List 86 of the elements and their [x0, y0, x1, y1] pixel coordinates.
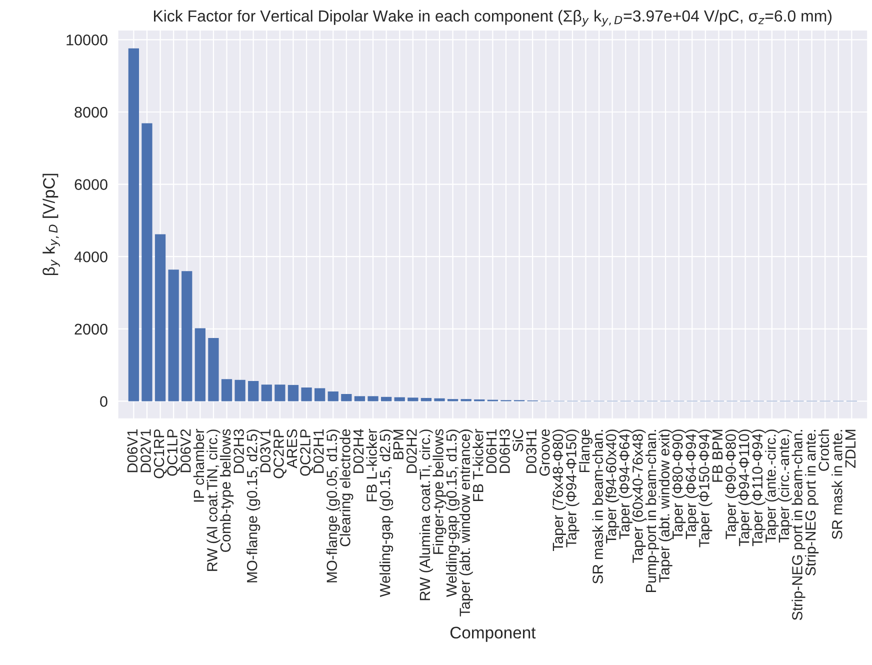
x-tick-label: Taper (Φ150-Φ94) [698, 430, 712, 548]
x-tick-label: Taper (Φ90-Φ80) [725, 430, 739, 540]
bar [208, 338, 219, 402]
x-tick-label: D06H3 [500, 429, 510, 473]
bar [301, 387, 312, 402]
x-tick-label: D02H3 [234, 429, 244, 473]
x-tick-label: Strip-NEG port in beam-chan. [792, 430, 806, 620]
bar [168, 270, 179, 402]
x-tick-label: D03H1 [526, 429, 536, 473]
bar [248, 380, 259, 402]
x-tick-label: Pump-port in beam-chan. [645, 430, 660, 592]
x-tick-label: RW (Alumina coat.Ti, circ.) [419, 430, 433, 600]
x-tick-label: Taper (Φ94-Φ110) [738, 430, 752, 546]
bar [154, 234, 166, 402]
x-tick-label: Taper (76x48-Φ80) [552, 430, 566, 552]
x-tick-label: D02V1 [140, 429, 151, 472]
x-tick-label: QC2LP [300, 429, 314, 476]
bar [261, 384, 272, 402]
x-tick-label: FB T-kicker [472, 428, 484, 501]
y-tick-label: 10000 [66, 34, 108, 46]
y-tick-label: 2000 [74, 324, 108, 335]
x-tick-label: Crotch [818, 430, 830, 471]
x-tick-label: D06V2 [180, 429, 191, 472]
x-tick-label: Taper (abt. window entrance) [459, 430, 473, 616]
bar [420, 398, 432, 402]
x-tick-label: Taper (Φ64-Φ94) [685, 430, 699, 540]
bar [142, 123, 152, 402]
x-tick-label: SiC [512, 429, 524, 452]
x-tick-label: Welding-gap (g0.15, d2.5) [380, 430, 394, 597]
x-tick-label: Taper (Φ110-Φ94) [752, 430, 766, 546]
bar [194, 328, 206, 402]
bar [380, 396, 392, 402]
x-tick-label: D06V1 [127, 429, 138, 472]
x-tick-label: D02H2 [406, 429, 417, 473]
y-tick-label: 4000 [74, 251, 108, 262]
bar [234, 380, 246, 402]
x-tick-label: Flange [578, 429, 593, 472]
bar [221, 379, 232, 402]
x-tick-label: Strip-NEG port in ante. [805, 430, 819, 576]
x-tick-label: FB L-kicker [366, 428, 377, 502]
x-tick-label: QC2RP [274, 429, 286, 478]
x-tick-label: BPM [393, 430, 404, 460]
x-tick-label: Taper (ante.-circ.) [765, 430, 779, 543]
x-tick-label: QC1LP [167, 429, 180, 476]
bar [182, 271, 192, 402]
bar [408, 398, 418, 402]
x-tick-label: Comb-type bellows [220, 429, 234, 552]
bar [328, 391, 338, 402]
x-tick-label: ZDLM [845, 430, 856, 468]
x-tick-label: ARES [286, 429, 298, 468]
x-tick-label: Taper (Φ94-Φ64) [618, 430, 632, 540]
x-tick-label: D06H1 [486, 429, 497, 473]
bar [368, 396, 378, 402]
x-tick-label: Groove [539, 429, 550, 476]
x-tick-label: Taper (circ.-ante.) [778, 430, 792, 543]
bar [314, 388, 326, 402]
y-tick-label: 6000 [74, 179, 108, 190]
x-tick-label: FB BPM [712, 430, 722, 482]
x-tick-label: QC1RP [154, 429, 167, 478]
y-tick-label: 0 [100, 396, 108, 407]
x-tick-label: MO-flange (g0.15, d2.5) [246, 430, 260, 582]
bar [274, 384, 286, 402]
x-tick-label: Finger-type bellows [432, 429, 446, 554]
bar [288, 384, 299, 402]
y-axis-title: β$_{y}$ k$_{y,D}$ [V/pC] [42, 174, 60, 276]
bar [128, 48, 139, 402]
x-tick-label: Taper (60x40-76x48) [632, 430, 646, 563]
x-tick-label: D03V1 [260, 429, 271, 472]
x-tick-label: IP chamber [193, 428, 204, 502]
chart-title: Kick Factor for Vertical Dipolar Wake in each component (Σβ$_{y}$ k$_{y,D}$=3.97e+04 V/pC, σ$_{z}$=6.0 mm) [154, 10, 832, 26]
y-tick-label: 8000 [74, 106, 108, 118]
x-tick-label: Taper (Φ94-Φ150) [566, 430, 580, 548]
x-tick-label: Taper (f94-60x40) [606, 430, 620, 544]
x-tick-label: D02H4 [353, 429, 364, 473]
x-tick-label: Taper (Φ80-Φ90) [672, 430, 686, 540]
bar [341, 394, 352, 402]
x-tick-label: D02H1 [313, 429, 324, 473]
x-tick-label: Taper (abt. window exit) [658, 430, 672, 582]
x-tick-label: Clearing electrode [340, 429, 354, 546]
x-tick-label: RW (Al coat.TiN, circ.) [206, 430, 220, 571]
x-tick-label: SR mask in beam-chan. [592, 430, 603, 584]
bar [354, 396, 366, 402]
x-tick-label: MO-flange (g0.05, d1.5) [326, 430, 340, 582]
x-tick-label: SR mask in ante. [832, 430, 842, 540]
x-tick-label: Welding-gap (g0.15, d1.5) [446, 430, 460, 597]
x-axis-title: Component [450, 626, 536, 642]
